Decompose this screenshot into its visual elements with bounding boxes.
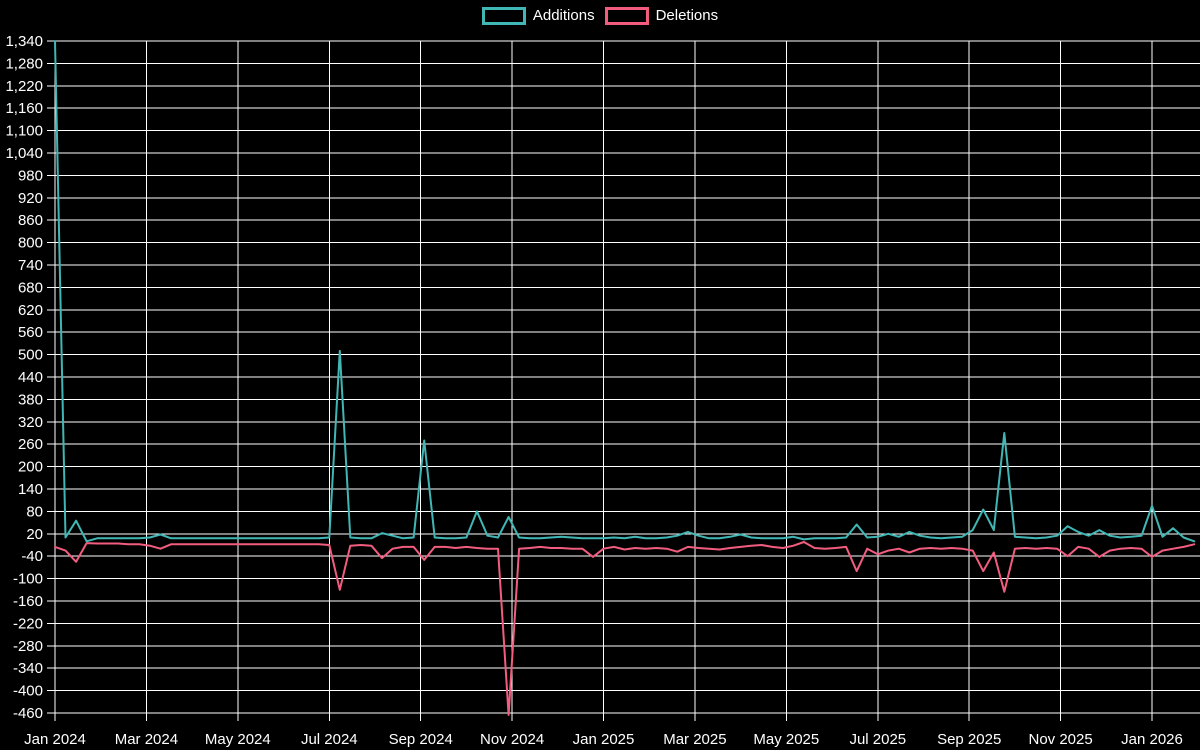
- additions-series-swatch: [481, 7, 526, 25]
- y-axis-tick-label: 920: [18, 190, 43, 207]
- y-axis-tick-label: 620: [18, 302, 43, 319]
- y-axis-tick-label: 380: [18, 391, 43, 408]
- legend-item-additions[interactable]: Additions: [481, 7, 595, 25]
- legend-item-deletions[interactable]: Deletions: [604, 7, 719, 25]
- y-axis-tick-label: 1,160: [5, 100, 43, 117]
- y-axis-tick-label: 740: [18, 257, 43, 274]
- y-axis-tick-label: 1,220: [5, 78, 43, 95]
- x-axis-tick-label: May 2025: [753, 731, 819, 748]
- y-axis-tick-label: -400: [13, 683, 43, 700]
- x-axis-tick-label: Jul 2024: [301, 731, 358, 748]
- y-axis-tick-label: -220: [13, 615, 43, 632]
- x-axis-tick-label: Jan 2025: [573, 731, 635, 748]
- y-axis-tick-label: 200: [18, 459, 43, 476]
- x-axis-tick-label: Nov 2024: [480, 731, 544, 748]
- y-axis-tick-label: -460: [13, 705, 43, 722]
- x-axis-tick-label: Jan 2026: [1121, 731, 1183, 748]
- x-axis-tick-label: Jul 2025: [849, 731, 906, 748]
- y-axis-tick-label: 980: [18, 167, 43, 184]
- x-axis-tick-label: Nov 2025: [1028, 731, 1092, 748]
- x-axis-tick-label: May 2024: [205, 731, 271, 748]
- x-axis-tick-label: Mar 2025: [663, 731, 726, 748]
- y-axis-tick-label: 1,100: [5, 123, 43, 140]
- chart-legend: Additions Deletions: [0, 7, 1200, 25]
- y-axis-tick-label: -40: [21, 548, 43, 565]
- deletions-series-swatch: [604, 7, 649, 25]
- y-axis-tick-label: 1,280: [5, 55, 43, 72]
- x-axis-tick-label: Sep 2024: [389, 731, 453, 748]
- y-axis-tick-label: 440: [18, 369, 43, 386]
- y-axis-tick-label: 560: [18, 324, 43, 341]
- y-axis-tick-label: 680: [18, 279, 43, 296]
- x-axis-tick-label: Jan 2024: [24, 731, 86, 748]
- y-axis-tick-label: 20: [26, 526, 43, 543]
- y-axis-tick-label: 140: [18, 481, 43, 498]
- x-axis-tick-label: Sep 2025: [937, 731, 1001, 748]
- y-axis-tick-label: 260: [18, 436, 43, 453]
- y-axis-tick-label: -280: [13, 638, 43, 655]
- x-axis-tick-label: Mar 2024: [115, 731, 178, 748]
- additions-line: [54, 40, 1196, 543]
- deletions-line: [54, 541, 1196, 716]
- y-axis-tick-label: -340: [13, 660, 43, 677]
- y-axis-tick-label: 860: [18, 212, 43, 229]
- y-axis-tick-label: 1,340: [5, 33, 43, 50]
- additions-legend-label: Additions: [532, 7, 595, 24]
- y-axis-tick-label: 500: [18, 347, 43, 364]
- y-axis-tick-label: 1,040: [5, 145, 43, 162]
- y-axis-tick-label: -160: [13, 593, 43, 610]
- y-axis-tick-label: 800: [18, 235, 43, 252]
- deletions-legend-label: Deletions: [655, 7, 719, 24]
- y-axis-tick-label: 320: [18, 414, 43, 431]
- y-axis-tick-label: 80: [26, 503, 43, 520]
- y-axis-tick-label: -100: [13, 571, 43, 588]
